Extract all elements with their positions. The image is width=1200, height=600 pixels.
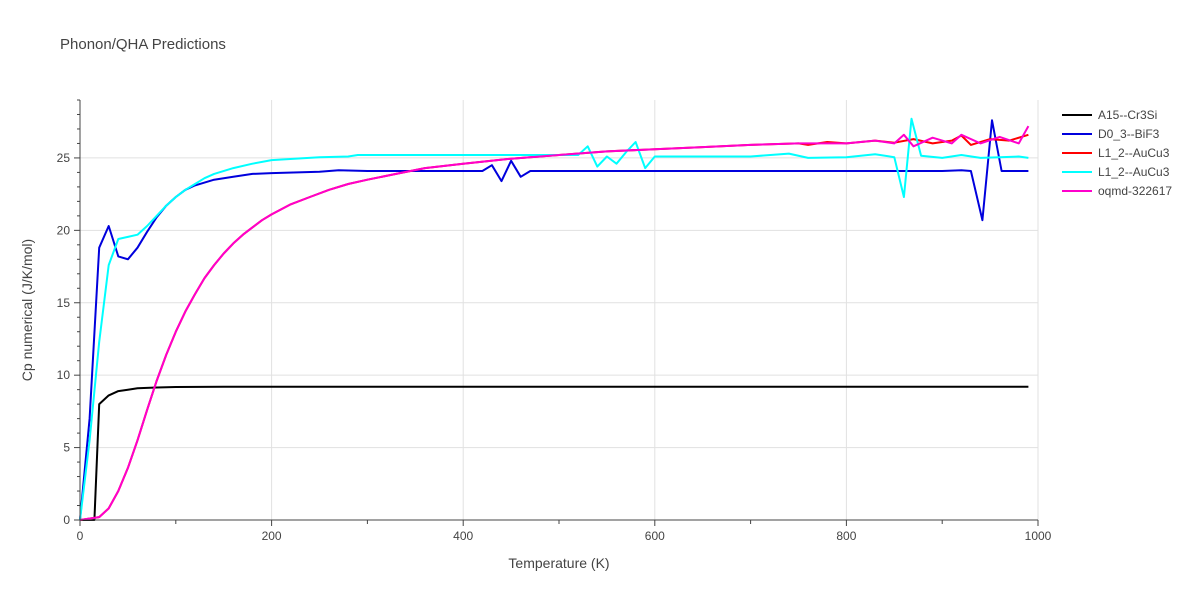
x-tick-label: 0 <box>77 529 84 543</box>
y-axis-label: Cp numerical (J/K/mol) <box>19 239 35 381</box>
legend-item-0[interactable]: A15--Cr3Si <box>1062 108 1157 122</box>
legend-item-4[interactable]: oqmd-322617 <box>1062 184 1172 198</box>
x-tick-label: 800 <box>836 529 856 543</box>
x-tick-label: 1000 <box>1025 529 1052 543</box>
x-tick-label: 400 <box>453 529 473 543</box>
axis-layer: 0 200 400 600 800 1000 0 5 10 15 20 25 <box>57 99 1052 543</box>
series-layer <box>79 117 1030 521</box>
x-axis-label: Temperature (K) <box>508 555 609 571</box>
legend-label: oqmd-322617 <box>1098 184 1172 198</box>
legend-label: A15--Cr3Si <box>1098 108 1157 122</box>
y-tick-label: 15 <box>57 296 71 310</box>
legend-label: L1_2--AuCu3 <box>1098 146 1170 160</box>
x-tick-label: 200 <box>262 529 282 543</box>
y-tick-label: 25 <box>57 151 71 165</box>
series-line-0[interactable] <box>80 385 1029 521</box>
y-tick-label: 5 <box>63 441 70 455</box>
series-line-3[interactable] <box>79 117 1029 521</box>
series-line-2[interactable] <box>79 133 1029 521</box>
y-tick-label: 0 <box>63 513 70 527</box>
y-tick-label: 20 <box>57 223 71 237</box>
chart-title: Phonon/QHA Predictions <box>60 36 226 53</box>
series-line-1[interactable] <box>79 119 1029 521</box>
x-tick-label: 600 <box>645 529 665 543</box>
legend-item-2[interactable]: L1_2--AuCu3 <box>1062 146 1170 160</box>
legend-item-1[interactable]: D0_3--BiF3 <box>1062 127 1160 141</box>
legend[interactable]: A15--Cr3Si D0_3--BiF3 L1_2--AuCu3 L1_2--AuC… <box>1062 108 1172 198</box>
series-line-4[interactable] <box>79 125 1030 521</box>
grid-layer <box>80 100 1039 520</box>
y-tick-label: 10 <box>57 368 71 382</box>
legend-label: D0_3--BiF3 <box>1098 127 1160 141</box>
legend-item-3[interactable]: L1_2--AuCu3 <box>1062 165 1170 179</box>
legend-label: L1_2--AuCu3 <box>1098 165 1170 179</box>
